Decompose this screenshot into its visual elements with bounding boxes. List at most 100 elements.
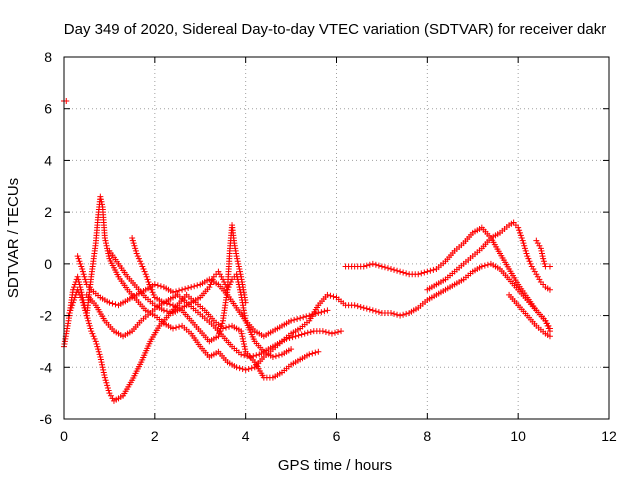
data-point	[97, 193, 104, 200]
data-point	[363, 305, 370, 312]
x-tick-label: 4	[242, 428, 250, 444]
data-point	[520, 240, 527, 247]
data-point	[234, 258, 241, 265]
data-point	[400, 311, 407, 318]
data-point	[275, 352, 282, 359]
data-point	[539, 250, 546, 257]
y-tick-label: 4	[44, 152, 52, 168]
data-point	[209, 276, 216, 283]
data-point	[154, 282, 161, 289]
data-point	[76, 258, 83, 265]
data-point	[381, 264, 388, 271]
data-point	[403, 270, 410, 277]
data-point	[527, 260, 534, 267]
data-point	[546, 263, 553, 270]
data-point	[369, 307, 376, 314]
data-point	[241, 352, 248, 359]
data-point	[292, 333, 299, 340]
data-point	[91, 335, 98, 342]
data-point	[79, 297, 86, 304]
data-point	[130, 240, 137, 247]
chart-title: Day 349 of 2020, Sidereal Day-to-day VTE…	[64, 21, 606, 38]
data-point	[170, 325, 176, 332]
data-point	[176, 323, 183, 330]
data-point	[97, 196, 104, 203]
data-point	[137, 258, 144, 265]
data-point	[388, 266, 394, 273]
data-point	[132, 245, 139, 252]
data-point	[403, 310, 410, 317]
x-tick-label: 8	[423, 428, 431, 444]
data-point	[84, 315, 91, 322]
data-point	[142, 271, 149, 278]
y-axis-label: SDTVAR / TECUs	[5, 178, 22, 298]
data-point	[297, 315, 304, 322]
data-point	[216, 330, 223, 337]
data-point	[219, 276, 226, 283]
data-point	[101, 235, 108, 241]
data-point	[97, 356, 104, 363]
data-point	[327, 292, 334, 299]
data-point	[242, 299, 249, 306]
x-tick-label: 10	[510, 428, 526, 444]
data-point	[430, 266, 437, 273]
data-point	[77, 284, 84, 291]
data-point	[240, 341, 247, 348]
data-point	[226, 323, 233, 330]
data-point	[516, 227, 523, 234]
y-tick-label: -4	[40, 359, 53, 375]
data-point	[247, 353, 254, 360]
data-point	[173, 324, 180, 331]
data-point	[141, 268, 148, 275]
data-point	[81, 273, 88, 280]
data-point	[294, 316, 301, 323]
data-point	[160, 307, 167, 314]
data-point	[100, 369, 107, 376]
data-point	[300, 314, 307, 321]
data-point	[397, 312, 404, 319]
data-point	[131, 242, 138, 249]
data-point	[237, 271, 244, 278]
data-point	[95, 348, 102, 355]
data-point	[307, 328, 314, 335]
data-point	[248, 365, 255, 372]
data-point	[519, 237, 526, 244]
data-point	[76, 291, 83, 298]
data-point	[79, 266, 86, 273]
data-point	[140, 266, 147, 273]
data-point	[106, 299, 113, 306]
data-point	[105, 387, 112, 394]
data-point	[539, 253, 546, 260]
x-tick-label: 12	[601, 428, 617, 444]
data-point	[538, 247, 545, 254]
data-point	[98, 359, 105, 366]
data-point	[215, 333, 222, 340]
data-point	[74, 273, 81, 280]
data-point	[104, 384, 111, 391]
y-tick-label: 6	[44, 101, 52, 117]
data-point	[144, 276, 151, 283]
data-point	[194, 282, 201, 289]
data-point	[525, 255, 532, 262]
data-point	[537, 245, 544, 252]
data-point	[239, 333, 246, 340]
x-tick-label: 0	[60, 428, 68, 444]
data-point	[304, 329, 311, 336]
data-point	[546, 286, 553, 293]
data-point	[354, 303, 361, 310]
y-tick-label: 0	[44, 256, 52, 272]
data-point	[104, 382, 111, 389]
data-point	[541, 260, 548, 267]
data-point	[219, 320, 226, 327]
x-axis-label: GPS time / hours	[278, 457, 392, 474]
data-point	[87, 325, 94, 332]
data-point	[335, 328, 342, 335]
data-point	[78, 294, 85, 301]
data-point	[163, 300, 170, 307]
data-point	[521, 242, 528, 249]
data-point	[82, 276, 89, 283]
data-point	[70, 284, 77, 291]
data-point	[330, 293, 337, 300]
data-point	[138, 260, 145, 267]
data-point	[66, 309, 73, 316]
